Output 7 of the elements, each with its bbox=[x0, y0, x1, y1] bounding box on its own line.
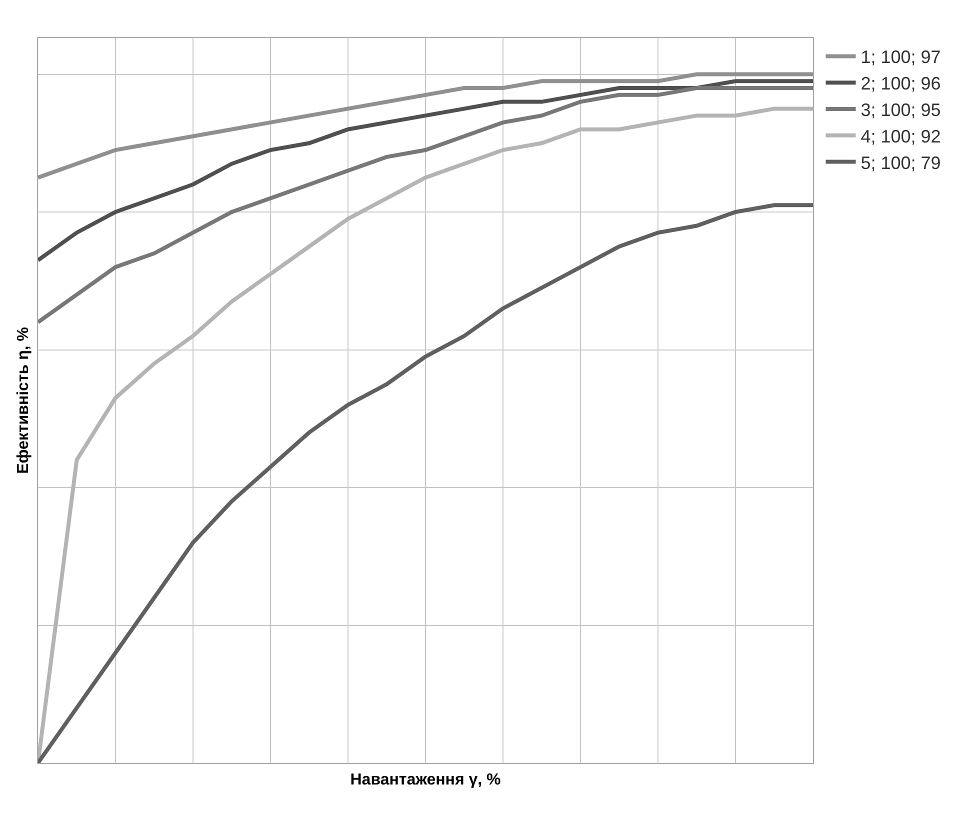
legend-label: 2; 100; 96 bbox=[860, 74, 941, 94]
x-axis-title: Навантаження γ, % bbox=[350, 772, 501, 789]
legend-label: 4; 100; 92 bbox=[860, 126, 941, 146]
y-axis-title: Ефективність η, % bbox=[14, 327, 32, 474]
legend-label: 1; 100; 97 bbox=[860, 47, 941, 68]
legend-label: 5; 100; 79 bbox=[860, 152, 941, 173]
legend-label: 3; 100; 95 bbox=[860, 100, 941, 120]
